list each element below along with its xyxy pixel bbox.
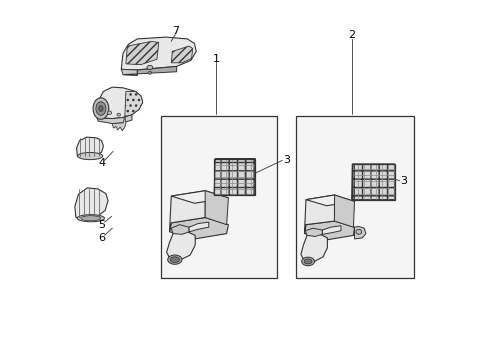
Ellipse shape (355, 229, 361, 234)
Polygon shape (334, 195, 354, 227)
Polygon shape (75, 188, 108, 219)
Polygon shape (300, 234, 326, 262)
Ellipse shape (78, 153, 102, 159)
Polygon shape (121, 69, 137, 75)
Bar (160, 116, 276, 278)
Polygon shape (305, 195, 354, 206)
Ellipse shape (147, 65, 152, 69)
Bar (296, 116, 413, 278)
Polygon shape (189, 222, 208, 232)
Ellipse shape (81, 216, 101, 221)
Polygon shape (125, 41, 159, 64)
Polygon shape (169, 191, 205, 232)
Polygon shape (171, 225, 189, 234)
Bar (214, 158, 255, 195)
Text: 3: 3 (283, 156, 289, 165)
Bar (351, 164, 394, 200)
Ellipse shape (107, 111, 111, 114)
Ellipse shape (93, 98, 108, 119)
Ellipse shape (167, 255, 182, 264)
Ellipse shape (117, 113, 121, 116)
Polygon shape (96, 114, 132, 123)
Polygon shape (205, 191, 228, 225)
Polygon shape (112, 116, 125, 131)
Polygon shape (171, 191, 228, 203)
Text: 7: 7 (172, 26, 179, 36)
Ellipse shape (77, 215, 104, 222)
Polygon shape (304, 221, 354, 240)
Text: 3: 3 (400, 176, 407, 186)
Polygon shape (305, 228, 322, 237)
Polygon shape (121, 37, 196, 70)
Polygon shape (124, 91, 142, 116)
Ellipse shape (99, 106, 103, 111)
Ellipse shape (96, 102, 106, 115)
Text: 6: 6 (98, 233, 105, 243)
Text: 1: 1 (212, 54, 219, 64)
Ellipse shape (148, 71, 151, 74)
Polygon shape (304, 195, 334, 234)
Ellipse shape (304, 259, 311, 264)
Polygon shape (171, 46, 192, 63)
Ellipse shape (170, 257, 179, 262)
Text: 5: 5 (98, 220, 105, 230)
Polygon shape (169, 217, 228, 239)
Polygon shape (354, 226, 365, 239)
Polygon shape (96, 87, 142, 118)
Text: 2: 2 (347, 30, 354, 40)
Polygon shape (166, 231, 195, 260)
Polygon shape (77, 137, 103, 157)
Polygon shape (322, 226, 340, 234)
Polygon shape (123, 66, 176, 75)
Polygon shape (351, 164, 394, 200)
Ellipse shape (301, 257, 314, 266)
Polygon shape (214, 158, 255, 195)
Text: 4: 4 (98, 158, 105, 168)
